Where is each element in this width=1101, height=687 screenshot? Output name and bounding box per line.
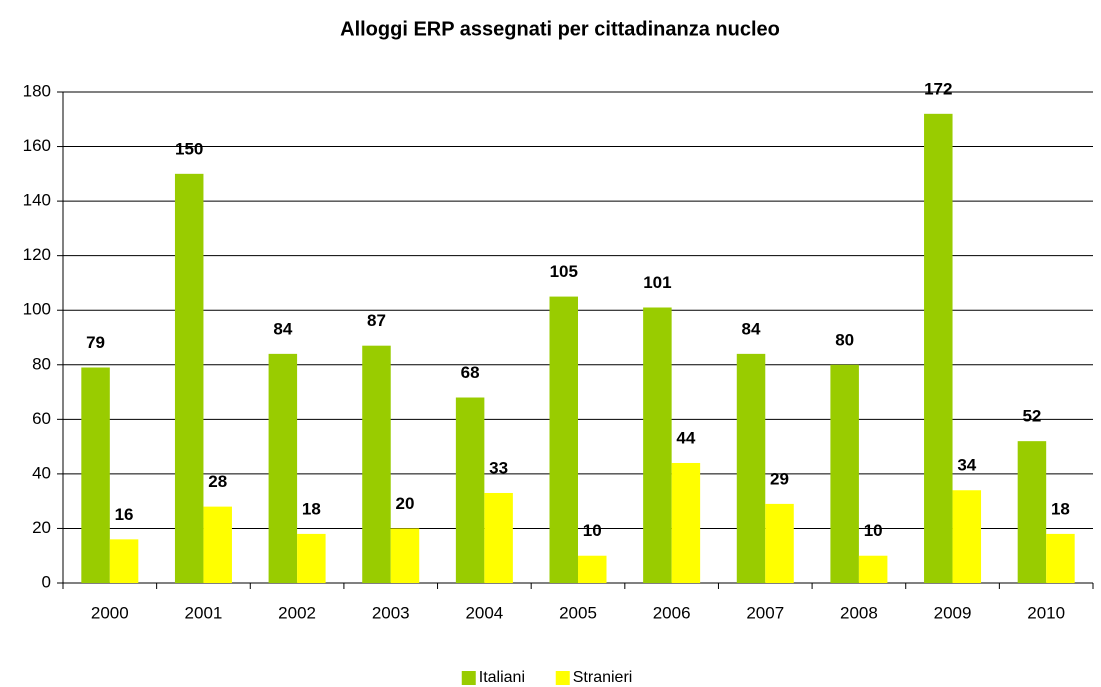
y-tick-label: 140	[23, 191, 51, 210]
x-tick-label: 2002	[278, 603, 316, 622]
value-label: 101	[643, 273, 671, 292]
value-label: 16	[115, 505, 134, 524]
bar	[362, 345, 391, 583]
value-label: 150	[175, 139, 203, 158]
y-tick-label: 80	[32, 354, 51, 373]
y-tick-label: 180	[23, 81, 51, 100]
value-label: 18	[302, 499, 321, 518]
bar	[174, 173, 204, 584]
value-label: 28	[208, 472, 227, 491]
x-tick-label: 2004	[465, 603, 503, 622]
bar	[549, 296, 578, 583]
bar	[203, 506, 232, 583]
value-label: 20	[396, 494, 415, 513]
bar	[858, 555, 888, 583]
x-tick-label: 2001	[185, 603, 223, 622]
x-tick-label: 2000	[91, 603, 129, 622]
value-label: 44	[676, 428, 695, 447]
bar	[952, 490, 982, 583]
value-label: 105	[550, 262, 578, 281]
legend-swatch	[555, 671, 570, 685]
x-tick-label: 2005	[559, 603, 597, 622]
value-label: 68	[461, 363, 480, 382]
x-tick-label: 2006	[653, 603, 691, 622]
value-label: 29	[770, 469, 789, 488]
value-label: 18	[1051, 499, 1070, 518]
chart-title: Alloggi ERP assegnati per cittadinanza n…	[340, 18, 780, 40]
value-label: 172	[924, 79, 952, 98]
bar	[578, 555, 607, 583]
bar	[268, 353, 298, 583]
legend-label: Italiani	[479, 669, 525, 686]
value-label: 84	[273, 319, 292, 338]
bar	[643, 307, 672, 583]
bar	[765, 503, 794, 583]
x-tick-label: 2010	[1027, 603, 1065, 622]
y-tick-label: 60	[32, 409, 51, 428]
bar	[455, 397, 485, 583]
x-tick-label: 2009	[934, 603, 972, 622]
value-label: 52	[1022, 407, 1041, 426]
legend-label: Stranieri	[573, 669, 633, 686]
y-tick-label: 160	[23, 136, 51, 155]
y-tick-label: 20	[32, 518, 51, 537]
y-tick-label: 40	[32, 463, 51, 482]
value-label: 10	[583, 521, 602, 540]
bar	[484, 492, 513, 583]
bar	[297, 533, 326, 583]
legend-swatch	[461, 671, 476, 685]
value-label: 79	[86, 333, 105, 352]
bar	[390, 528, 420, 583]
y-tick-label: 100	[23, 300, 51, 319]
bar	[830, 364, 859, 583]
value-label: 80	[835, 330, 854, 349]
bar	[109, 539, 139, 583]
bar	[924, 113, 953, 584]
bar	[1046, 533, 1075, 583]
bar	[81, 367, 110, 583]
value-label: 33	[489, 458, 508, 477]
bar	[1017, 441, 1047, 583]
bar	[671, 462, 701, 583]
y-tick-label: 0	[42, 572, 51, 591]
value-label: 34	[957, 456, 976, 475]
value-label: 87	[367, 311, 386, 330]
x-tick-label: 2008	[840, 603, 878, 622]
bar	[736, 353, 766, 583]
value-label: 10	[864, 521, 883, 540]
x-tick-label: 2003	[372, 603, 410, 622]
x-tick-label: 2007	[746, 603, 784, 622]
value-label: 84	[742, 319, 761, 338]
y-tick-label: 120	[23, 245, 51, 264]
